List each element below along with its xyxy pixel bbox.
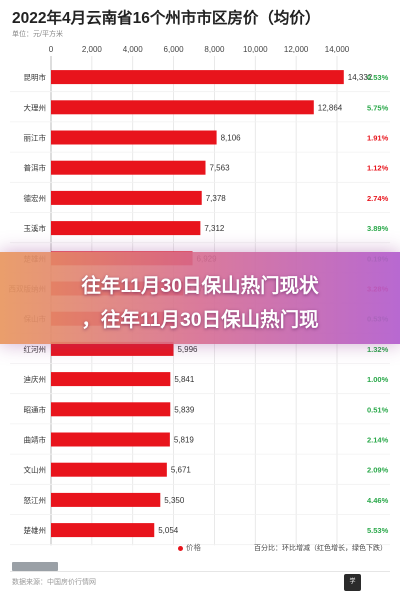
change-label: 2.14% bbox=[367, 436, 389, 445]
category-label: 普洱市 bbox=[24, 163, 47, 173]
change-label: 2.74% bbox=[367, 194, 389, 203]
change-label: 0.51% bbox=[367, 405, 389, 414]
legend-swatch bbox=[178, 545, 183, 551]
category-label: 楚雄州 bbox=[24, 525, 47, 535]
value-label: 5,350 bbox=[164, 496, 185, 505]
value-label: 7,378 bbox=[206, 194, 227, 203]
bar bbox=[51, 221, 201, 236]
bar bbox=[51, 190, 202, 205]
bar bbox=[51, 341, 174, 356]
x-tick-label: 14,000 bbox=[325, 45, 350, 54]
banner-line-2: ，往年11月30日保山热门现 bbox=[81, 309, 319, 331]
category-label: 迪庆州 bbox=[24, 374, 47, 384]
bar bbox=[51, 130, 217, 145]
footer-divider bbox=[10, 571, 390, 572]
category-label: 曲靖市 bbox=[24, 435, 47, 445]
change-label: 2.09% bbox=[367, 466, 389, 475]
change-label: 1.00% bbox=[367, 375, 389, 384]
unit-note: 单位：元/平方米 bbox=[12, 31, 63, 38]
bar bbox=[51, 402, 171, 417]
value-label: 7,563 bbox=[210, 164, 231, 173]
category-label: 大理州 bbox=[24, 102, 47, 112]
change-label: 1.32% bbox=[367, 345, 389, 354]
change-label: 5.75% bbox=[367, 103, 389, 112]
category-label: 丽江市 bbox=[24, 133, 47, 143]
change-label: 5.53% bbox=[367, 526, 389, 535]
value-label: 5,839 bbox=[174, 405, 195, 414]
value-label: 7,312 bbox=[204, 224, 225, 233]
category-label: 红河州 bbox=[24, 344, 47, 354]
value-label: 14,332 bbox=[348, 73, 373, 82]
value-label: 5,671 bbox=[171, 466, 192, 475]
source-logo bbox=[12, 562, 58, 571]
change-label: 4.46% bbox=[367, 496, 389, 505]
watermark-banner: 往年11月30日保山热门现状 ，往年11月30日保山热门现 bbox=[0, 252, 400, 344]
category-label: 昭通市 bbox=[24, 404, 47, 414]
legend: 价格 bbox=[178, 542, 201, 553]
change-label: 1.91% bbox=[367, 134, 389, 143]
x-tick-label: 12,000 bbox=[284, 45, 309, 54]
value-label: 8,106 bbox=[221, 134, 242, 143]
bar bbox=[51, 100, 314, 115]
category-label: 玉溪市 bbox=[24, 223, 47, 233]
change-label: 1.12% bbox=[367, 164, 389, 173]
bar bbox=[51, 523, 155, 538]
category-label: 德宏州 bbox=[24, 193, 47, 203]
x-tick-label: 6,000 bbox=[164, 45, 185, 54]
bar bbox=[51, 372, 171, 387]
value-label: 5,996 bbox=[177, 345, 198, 354]
category-label: 昆明市 bbox=[24, 72, 47, 82]
category-label: 文山州 bbox=[24, 465, 47, 475]
category-label: 怒江州 bbox=[24, 495, 47, 505]
x-tick-label: 2,000 bbox=[82, 45, 103, 54]
value-label: 12,864 bbox=[318, 103, 343, 112]
banner-line-1: 往年11月30日保山热门现状 bbox=[81, 275, 319, 297]
x-tick-label: 10,000 bbox=[243, 45, 268, 54]
bar bbox=[51, 432, 170, 447]
chart-title: 2022年4月云南省16个州市市区房价（均价） bbox=[12, 10, 321, 27]
percent-note: 百分比：环比增减（红色增长，绿色下跌） bbox=[254, 545, 387, 552]
bar bbox=[51, 492, 161, 507]
x-tick-label: 0 bbox=[49, 45, 54, 54]
app-badge: 学 bbox=[344, 574, 361, 591]
bar bbox=[51, 70, 344, 85]
value-label: 5,054 bbox=[158, 526, 179, 535]
legend-label: 价格 bbox=[186, 543, 201, 552]
bar bbox=[51, 462, 167, 477]
change-label: 3.89% bbox=[367, 224, 389, 233]
change-label: 0.53% bbox=[367, 73, 389, 82]
x-tick-label: 8,000 bbox=[204, 45, 225, 54]
x-tick-label: 4,000 bbox=[123, 45, 144, 54]
value-label: 5,819 bbox=[174, 436, 195, 445]
source-text: 数据来源：中国房价行情网 bbox=[12, 579, 96, 586]
value-label: 5,841 bbox=[174, 375, 195, 384]
bar bbox=[51, 160, 206, 175]
